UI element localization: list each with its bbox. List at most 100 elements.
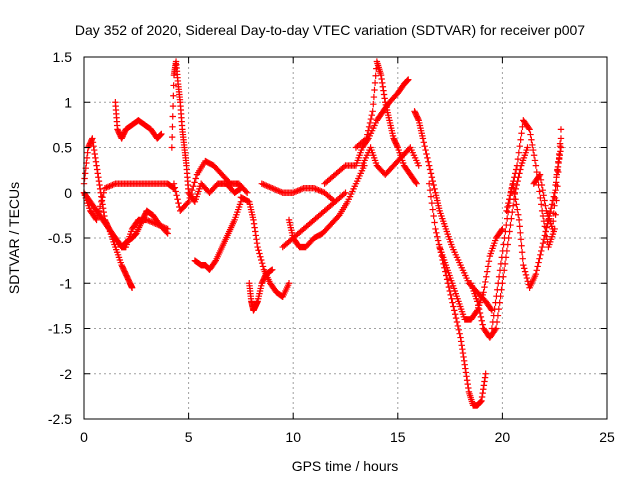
x-tick-label: 5 <box>185 429 193 445</box>
data-point <box>259 263 267 270</box>
data-point <box>540 236 548 243</box>
data-point <box>244 197 252 205</box>
data-point <box>531 157 539 164</box>
data-point <box>536 188 543 195</box>
series-trace-13 <box>285 162 368 251</box>
data-point <box>533 168 540 176</box>
data-point <box>504 203 511 211</box>
data-point <box>523 274 531 282</box>
data-point <box>365 123 373 131</box>
data-point <box>517 229 524 237</box>
series-trace-23 <box>530 144 565 233</box>
data-point <box>474 302 482 309</box>
series-trace-20 <box>467 144 531 341</box>
data-point <box>499 247 506 255</box>
data-point <box>517 236 525 243</box>
data-point <box>543 224 550 231</box>
data-point <box>98 198 105 205</box>
data-point <box>485 258 493 265</box>
data-point <box>526 126 533 133</box>
data-point <box>451 311 459 318</box>
data-point <box>479 321 486 328</box>
data-point <box>536 171 544 178</box>
data-point <box>175 199 182 207</box>
data-point <box>275 187 282 195</box>
data-point <box>506 192 514 199</box>
data-point <box>258 180 266 187</box>
data-point <box>550 193 558 200</box>
data-point <box>425 162 433 169</box>
data-point <box>170 82 177 89</box>
data-point <box>448 295 455 302</box>
data-point <box>174 196 181 203</box>
data-point <box>310 185 318 192</box>
data-point <box>258 256 265 264</box>
data-point <box>258 260 266 267</box>
data-point <box>539 186 546 194</box>
data-point <box>342 189 349 196</box>
data-point <box>107 182 115 189</box>
data-point <box>170 92 177 99</box>
x-tick-label: 10 <box>285 429 301 445</box>
data-point <box>103 184 110 191</box>
data-point <box>298 185 306 193</box>
data-point <box>368 111 375 119</box>
data-point <box>549 225 556 233</box>
data-point <box>492 326 499 333</box>
data-point <box>278 188 285 196</box>
data-point <box>537 176 545 184</box>
data-point <box>542 202 549 209</box>
y-tick-label: 0.5 <box>53 140 73 156</box>
data-point <box>534 263 541 270</box>
data-point <box>427 193 435 200</box>
data-point <box>429 206 436 213</box>
data-point <box>256 250 263 257</box>
data-point <box>542 228 549 235</box>
data-point <box>513 162 521 169</box>
data-point <box>148 218 155 226</box>
data-point <box>529 141 536 149</box>
data-point <box>184 199 191 207</box>
data-point <box>495 280 502 287</box>
data-point <box>498 254 506 261</box>
data-point <box>270 185 277 193</box>
data-point <box>168 133 176 141</box>
data-point <box>242 188 250 195</box>
data-point <box>272 186 279 193</box>
data-point <box>450 303 457 310</box>
data-point <box>552 179 560 186</box>
data-point <box>405 76 412 83</box>
data-point <box>524 278 532 285</box>
data-point <box>454 322 462 330</box>
data-point <box>455 326 462 333</box>
data-point <box>451 307 458 314</box>
data-point <box>260 181 267 188</box>
data-point <box>285 280 293 287</box>
data-point <box>521 268 529 275</box>
x-tick-label: 0 <box>80 429 88 445</box>
series-trace-9 <box>237 194 293 301</box>
data-point <box>491 305 498 313</box>
data-point <box>168 144 176 151</box>
data-point <box>532 162 540 169</box>
data-point <box>370 100 377 108</box>
data-point <box>514 155 522 163</box>
data-point <box>540 192 547 199</box>
data-point <box>493 292 500 300</box>
y-axis-label: SDTVAR / TECUs <box>6 182 22 294</box>
data-point <box>529 146 537 154</box>
data-point <box>188 186 196 194</box>
data-point <box>318 188 325 195</box>
data-point <box>316 187 324 195</box>
data-point <box>273 186 280 194</box>
data-point <box>425 180 433 187</box>
series-trace-6 <box>168 58 245 205</box>
data-point <box>423 150 430 158</box>
data-point <box>424 154 431 162</box>
data-point <box>413 180 420 187</box>
data-point <box>171 184 179 191</box>
data-point <box>372 72 379 79</box>
data-point <box>474 298 481 305</box>
data-point <box>434 233 441 240</box>
